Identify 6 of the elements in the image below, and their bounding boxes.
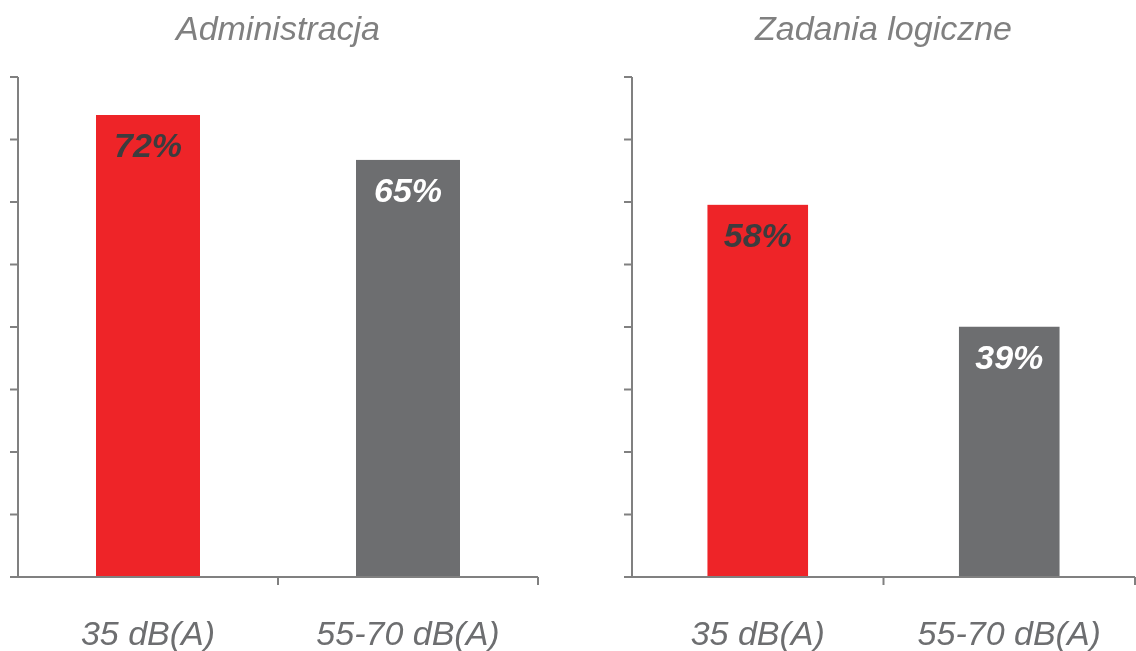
data-label: 72% [113, 126, 183, 164]
data-label: 58% [723, 215, 792, 254]
chart-title: Zadania logiczne [753, 9, 1013, 47]
data-label: 39% [975, 337, 1044, 376]
chart-title: Administracja [173, 9, 381, 47]
data-label: 65% [373, 170, 443, 209]
